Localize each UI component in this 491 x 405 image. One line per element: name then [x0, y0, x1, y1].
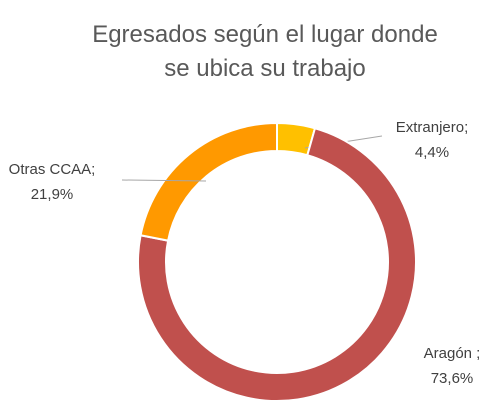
leader-line [121, 179, 207, 182]
data-label-category: Extranjero; [396, 119, 469, 136]
data-label-value: 21,9% [31, 186, 74, 203]
chart-title: Egresados según el lugar donde se ubica … [92, 21, 438, 82]
data-label-category: Otras CCAA; [9, 161, 96, 178]
data-label-category: Aragón ; [424, 345, 481, 362]
data-label-value: 4,4% [415, 144, 449, 161]
data-label-value: 73,6% [431, 370, 474, 387]
donut-segment [137, 127, 417, 402]
donut-segment [139, 121, 278, 242]
